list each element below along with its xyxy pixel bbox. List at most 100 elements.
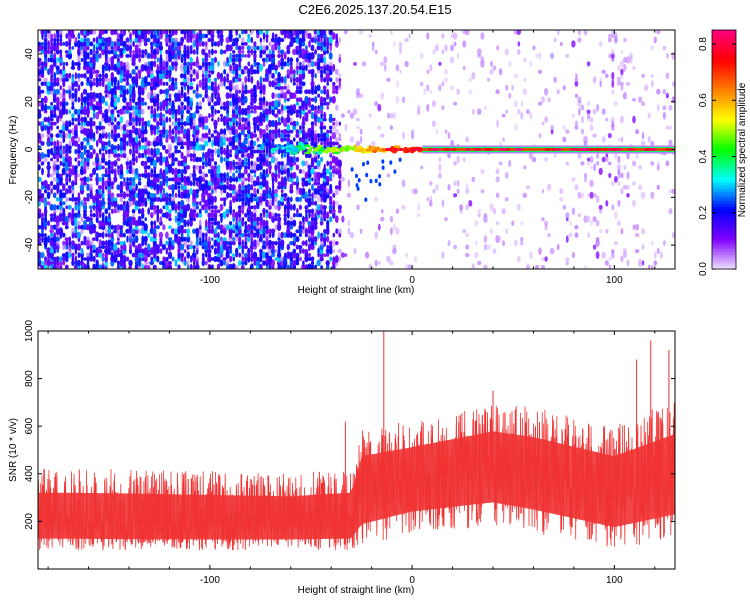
spectrogram-cell (38, 100, 42, 107)
colorbar-segment (712, 251, 736, 255)
spectrogram-cell (298, 256, 302, 262)
spectrogram-cell (620, 50, 624, 54)
spectrogram-cell (322, 195, 327, 203)
spectrogram-cell (92, 112, 96, 120)
spectrogram-cell (389, 125, 393, 131)
spectrogram-cell (86, 236, 90, 242)
spectrogram-cell (268, 119, 272, 128)
spectrogram-cell (444, 68, 448, 75)
spectrogram-cell (204, 140, 209, 147)
spectrogram-cell (86, 193, 90, 198)
spectrogram-cell (195, 227, 200, 235)
spectrogram-cell (56, 45, 60, 51)
spectrogram-cell (43, 207, 48, 216)
spectrogram-cell (101, 260, 105, 266)
spectrogram-cell (243, 192, 249, 198)
spectrogram-cell (525, 185, 531, 190)
spectrogram-cell (320, 37, 323, 43)
spectrogram-cell (641, 244, 645, 251)
spectrogram-cell (304, 95, 309, 104)
spectrogram-cell (201, 232, 205, 238)
spectrogram-cell (270, 191, 276, 199)
spectrogram-cell (159, 208, 163, 214)
spectrogram-cell (167, 44, 173, 52)
spectrogram-cell (104, 41, 109, 46)
spectrogram-cell (444, 77, 448, 83)
spectrogram-cell (620, 68, 624, 76)
tone-peak (660, 148, 668, 151)
spectrogram-cell (392, 247, 397, 255)
spectrogram-cell (162, 169, 166, 174)
spectrogram-cell (83, 197, 87, 202)
spectrogram-cell (329, 164, 333, 171)
spectrogram-cell (174, 215, 178, 223)
spectrogram-x-tick-label: 100 (606, 275, 623, 286)
tone-peak (505, 148, 511, 151)
spectrogram-cell (168, 36, 172, 44)
spectrogram-cell (192, 140, 197, 147)
spectrogram-cell (126, 200, 129, 206)
spectrogram-cell (80, 121, 84, 127)
spectrogram-cell (332, 211, 336, 219)
spectrogram-cell (247, 33, 251, 39)
spectrogram-cell (241, 172, 245, 179)
spectrogram-cell (326, 219, 330, 227)
spectrogram-cell (220, 117, 223, 122)
spectrogram-cell (44, 233, 47, 238)
spectrogram-cell (208, 236, 211, 243)
spectrogram-cell (319, 204, 324, 211)
spectrogram-cell (61, 167, 66, 176)
spectrogram-cell (274, 257, 278, 261)
spectrogram-cell (77, 32, 81, 40)
spectrogram-cell (80, 57, 84, 63)
spectrogram-cell (210, 209, 215, 213)
spectrogram-cell (234, 95, 239, 104)
spectrogram-cell (274, 36, 278, 44)
spectrogram-cell (85, 149, 91, 154)
spectrogram-cell (40, 217, 45, 222)
spectrogram-cell (495, 168, 500, 175)
spectrogram-cell (513, 100, 518, 108)
spectrogram-cell (46, 81, 51, 87)
spectrogram-cell (298, 228, 303, 234)
spectrogram-cell (131, 252, 136, 258)
spectrogram-cell (329, 129, 333, 134)
spectrogram-cell (611, 89, 615, 95)
spectrogram-cell (129, 159, 132, 167)
spectrogram-cell (223, 128, 227, 135)
spectrogram-cell (541, 217, 545, 221)
spectrogram-cell (316, 171, 321, 179)
spectrogram-cell (207, 148, 212, 155)
spectrogram-cell (280, 57, 285, 63)
spectrogram-cell (43, 189, 48, 194)
spectrogram-cell (604, 260, 609, 266)
spectrogram-cell (283, 137, 288, 142)
spectrogram-cell (438, 163, 442, 172)
tone-branch-blob (355, 183, 359, 188)
spectrogram-cell (123, 240, 126, 246)
spectrogram-cell (607, 37, 612, 43)
spectrogram-cell (80, 37, 84, 43)
spectrogram-cell (71, 121, 75, 126)
spectrogram-cell (141, 49, 145, 55)
colorbar-segment (712, 143, 736, 148)
spectrogram-cell (335, 241, 339, 246)
spectrogram-cell (426, 69, 430, 75)
spectrogram-cell (335, 89, 339, 95)
spectrogram-cell (146, 81, 151, 87)
spectrogram-cell (270, 253, 276, 258)
spectrogram-cell (214, 80, 217, 88)
spectrogram-cell (73, 62, 79, 66)
spectrogram-cell (171, 160, 175, 167)
spectrogram-cell (126, 165, 129, 170)
spectrogram-cell (49, 84, 54, 92)
spectrogram-cell (186, 140, 191, 147)
spectrogram-cell (131, 56, 136, 64)
spectrogram-cell (271, 212, 276, 218)
spectrogram-cell (192, 77, 196, 82)
spectrogram-cell (246, 45, 251, 51)
spectrogram-cell (143, 136, 148, 143)
spectrogram-cell (228, 248, 233, 254)
spectrogram-cell (331, 239, 336, 247)
spectrogram-cell (40, 42, 45, 46)
